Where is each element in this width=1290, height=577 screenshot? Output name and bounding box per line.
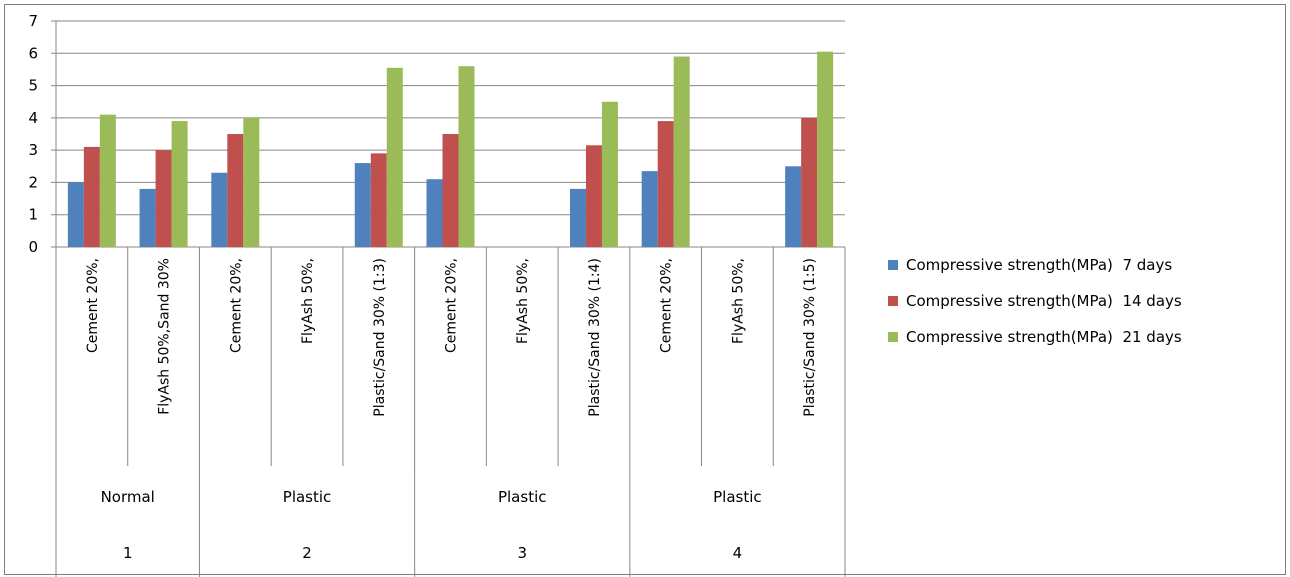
legend-swatch-7-days [888,260,898,270]
bar-series-2-cat-3 [227,134,244,247]
legend-label-7-days: Compressive strength(MPa) 7 days [906,256,1173,274]
group-number-label-4: 4 [733,544,743,562]
bar-series-1-cat-5 [354,163,371,247]
group-number-label-3: 3 [517,544,527,562]
category-label-8: Plastic/Sand 30% (1:4) [587,258,603,417]
category-label-4: FlyAsh 50%, [300,258,316,344]
bar-series-3-cat-6 [458,66,475,247]
y-tick-label-1: 1 [28,206,38,224]
legend-item-21-days: Compressive strength(MPa) 21 days [888,319,1182,355]
category-label-3: Cement 20%, [228,258,244,353]
y-tick-label-3: 3 [28,141,38,159]
legend-item-7-days: Compressive strength(MPa) 7 days [888,247,1182,283]
group-number-label-2: 2 [302,544,312,562]
chart-frame [4,4,1286,575]
bar-series-2-cat-1 [83,146,100,247]
legend: Compressive strength(MPa) 7 days Compres… [888,247,1182,355]
bar-series-3-cat-1 [99,114,116,247]
bar-series-3-cat-3 [243,117,260,247]
y-tick-label-7: 7 [28,12,38,30]
group-number-label-1: 1 [123,544,133,562]
legend-label-21-days: Compressive strength(MPa) 21 days [906,328,1182,346]
bar-series-3-cat-9 [673,56,690,248]
bar-series-1-cat-9 [641,171,658,247]
bar-series-3-cat-11 [817,51,834,247]
category-label-5: Plastic/Sand 30% (1:3) [372,258,388,417]
bar-series-1-cat-11 [785,166,802,247]
bar-series-1-cat-6 [426,179,443,247]
group-type-label-2: Plastic [283,488,332,506]
category-label-9: Cement 20%, [659,258,675,353]
group-type-label-1: Normal [101,488,155,506]
y-tick-label-0: 0 [28,238,38,256]
y-tick-label-6: 6 [28,44,38,62]
bar-series-1-cat-3 [211,172,228,247]
bar-series-2-cat-5 [370,153,387,247]
category-label-11: Plastic/Sand 30% (1:5) [802,258,818,417]
bar-series-1-cat-2 [139,188,156,247]
category-label-2: FlyAsh 50%,Sand 30% [157,258,173,415]
bar-series-2-cat-8 [585,145,602,247]
category-label-7: FlyAsh 50%, [515,258,531,344]
group-type-label-3: Plastic [498,488,547,506]
group-type-label-4: Plastic [713,488,762,506]
y-tick-label-5: 5 [28,77,38,95]
y-tick-label-4: 4 [28,109,38,127]
legend-item-14-days: Compressive strength(MPa) 14 days [888,283,1182,319]
bar-series-3-cat-2 [171,121,188,247]
y-tick-label-2: 2 [28,173,38,191]
legend-label-14-days: Compressive strength(MPa) 14 days [906,292,1182,310]
bar-series-2-cat-6 [442,134,459,247]
bar-series-3-cat-5 [386,67,403,247]
bar-series-1-cat-1 [67,182,84,247]
bar-series-3-cat-8 [601,101,618,247]
bar-series-1-cat-8 [569,188,586,247]
legend-swatch-21-days [888,332,898,342]
category-label-6: Cement 20%, [444,258,460,353]
legend-swatch-14-days [888,296,898,306]
category-label-1: Cement 20%, [85,258,101,353]
bar-series-2-cat-2 [155,150,172,247]
bar-series-2-cat-11 [801,117,818,247]
bar-series-2-cat-9 [657,121,674,247]
category-label-10: FlyAsh 50%, [730,258,746,344]
